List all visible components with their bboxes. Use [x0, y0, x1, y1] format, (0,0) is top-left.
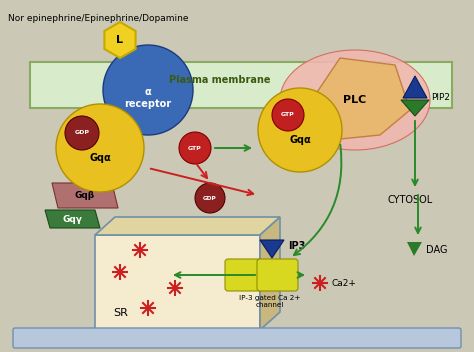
- Text: Gqα: Gqα: [289, 135, 311, 145]
- Text: Nor epinephrine/Epinephrine/Dopamine: Nor epinephrine/Epinephrine/Dopamine: [8, 14, 189, 23]
- Text: GDP: GDP: [74, 131, 90, 136]
- Circle shape: [272, 99, 304, 131]
- Text: IP-3 gated Ca 2+
channel: IP-3 gated Ca 2+ channel: [239, 295, 301, 308]
- Text: Plasma membrane: Plasma membrane: [169, 75, 271, 85]
- Polygon shape: [260, 240, 284, 258]
- Text: PIP2: PIP2: [431, 94, 450, 102]
- Text: GDP: GDP: [203, 195, 217, 201]
- Text: DAG: DAG: [426, 245, 447, 255]
- Text: CYTOSOL: CYTOSOL: [387, 195, 433, 205]
- Text: SR: SR: [113, 308, 128, 318]
- Circle shape: [65, 116, 99, 150]
- Circle shape: [195, 183, 225, 213]
- FancyBboxPatch shape: [30, 62, 452, 108]
- Text: Gqα: Gqα: [89, 153, 111, 163]
- Text: α
receptor: α receptor: [125, 87, 172, 109]
- Polygon shape: [403, 76, 427, 98]
- Polygon shape: [45, 210, 100, 228]
- FancyBboxPatch shape: [13, 328, 461, 348]
- Polygon shape: [295, 58, 410, 140]
- Polygon shape: [52, 183, 118, 208]
- Text: Gqγ: Gqγ: [62, 215, 82, 225]
- Polygon shape: [95, 217, 280, 235]
- Text: Ca2+: Ca2+: [332, 278, 357, 288]
- Text: GTP: GTP: [281, 113, 295, 118]
- Polygon shape: [401, 100, 429, 116]
- FancyBboxPatch shape: [95, 235, 260, 330]
- FancyBboxPatch shape: [257, 259, 298, 291]
- Circle shape: [258, 88, 342, 172]
- Text: Gqβ: Gqβ: [75, 191, 95, 201]
- Polygon shape: [260, 217, 280, 330]
- Ellipse shape: [280, 50, 430, 150]
- Text: L: L: [117, 35, 124, 45]
- Circle shape: [56, 104, 144, 192]
- Text: GTP: GTP: [188, 145, 202, 151]
- Polygon shape: [407, 242, 422, 256]
- Text: PLC: PLC: [343, 95, 366, 105]
- Ellipse shape: [103, 45, 193, 135]
- FancyBboxPatch shape: [225, 259, 263, 291]
- Text: IP3: IP3: [288, 241, 305, 251]
- Circle shape: [179, 132, 211, 164]
